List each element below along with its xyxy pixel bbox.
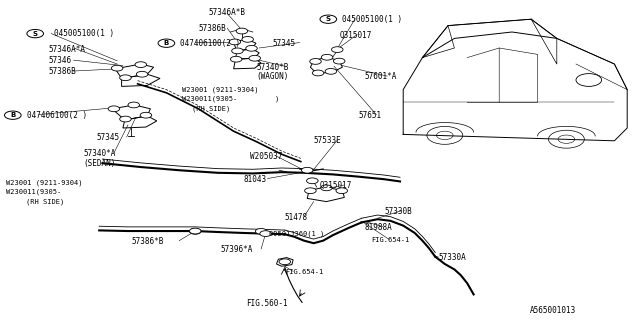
Text: 57386*B: 57386*B <box>131 237 163 246</box>
Circle shape <box>189 228 201 234</box>
Text: S: S <box>33 31 38 36</box>
Circle shape <box>305 188 316 194</box>
Circle shape <box>307 178 318 184</box>
Text: 57601*A: 57601*A <box>365 72 397 81</box>
Circle shape <box>249 55 260 61</box>
Circle shape <box>279 259 291 265</box>
Circle shape <box>255 228 267 234</box>
Text: 57330A: 57330A <box>438 253 466 262</box>
Circle shape <box>229 39 241 45</box>
Circle shape <box>230 56 242 62</box>
Text: (WAGON): (WAGON) <box>256 72 289 81</box>
Text: 57346A*A: 57346A*A <box>48 45 85 54</box>
Text: 57346A*B: 57346A*B <box>209 8 246 17</box>
Text: 57345: 57345 <box>272 39 295 48</box>
Text: (RH SIDE): (RH SIDE) <box>192 106 230 112</box>
Text: 045005100(1 ): 045005100(1 ) <box>54 29 115 38</box>
Circle shape <box>260 231 271 236</box>
Text: 57651: 57651 <box>358 111 381 120</box>
Text: 047406100(2 ): 047406100(2 ) <box>27 111 87 120</box>
Circle shape <box>333 58 345 64</box>
Text: Q315017: Q315017 <box>320 181 353 190</box>
Text: 51478: 51478 <box>285 213 308 222</box>
Text: 09501J360(1 ): 09501J360(1 ) <box>269 230 324 237</box>
Circle shape <box>236 28 248 34</box>
Text: FIG.654-1: FIG.654-1 <box>371 237 410 243</box>
Text: 047406100(2 ): 047406100(2 ) <box>180 39 241 48</box>
Circle shape <box>136 71 148 77</box>
Text: ): ) <box>275 96 280 102</box>
Circle shape <box>312 70 324 76</box>
Text: B: B <box>10 112 15 118</box>
Circle shape <box>246 45 257 51</box>
Text: (RH SIDE): (RH SIDE) <box>26 198 64 205</box>
Text: A565001013: A565001013 <box>530 306 576 315</box>
Text: W230011(9305-: W230011(9305- <box>6 189 61 195</box>
Text: 57340*B: 57340*B <box>256 63 289 72</box>
Circle shape <box>140 112 152 118</box>
Circle shape <box>310 59 321 64</box>
Text: FIG.654-1: FIG.654-1 <box>285 269 323 275</box>
Text: 57340*A: 57340*A <box>83 149 116 158</box>
Text: S: S <box>326 16 331 22</box>
Circle shape <box>242 36 253 42</box>
Text: 57346: 57346 <box>48 56 71 65</box>
Text: 57396*A: 57396*A <box>221 245 253 254</box>
Circle shape <box>325 68 337 74</box>
Text: 57533E: 57533E <box>314 136 341 145</box>
Circle shape <box>108 106 120 112</box>
Text: 57330B: 57330B <box>384 207 412 216</box>
Text: B: B <box>164 40 169 46</box>
Circle shape <box>332 47 343 52</box>
Circle shape <box>189 228 201 234</box>
Text: 81043: 81043 <box>243 175 266 184</box>
Circle shape <box>135 62 147 68</box>
Text: (SEDAN): (SEDAN) <box>83 159 116 168</box>
Text: 045005100(1 ): 045005100(1 ) <box>342 15 403 24</box>
Circle shape <box>232 48 243 54</box>
Circle shape <box>321 54 333 60</box>
Circle shape <box>111 65 123 71</box>
Text: W230011(9305-: W230011(9305- <box>182 96 237 102</box>
Text: W205037: W205037 <box>250 152 282 161</box>
Circle shape <box>301 167 313 173</box>
Text: 81988A: 81988A <box>365 223 392 232</box>
Circle shape <box>120 75 131 81</box>
Text: Q315017: Q315017 <box>339 31 372 40</box>
Circle shape <box>120 116 131 122</box>
Text: 57386B: 57386B <box>198 24 226 33</box>
Text: 57386B: 57386B <box>48 68 76 76</box>
Circle shape <box>321 185 332 191</box>
Text: FIG.560-1: FIG.560-1 <box>246 300 288 308</box>
Circle shape <box>128 102 140 108</box>
Text: 57345: 57345 <box>96 133 119 142</box>
Text: W23001 (9211-9304): W23001 (9211-9304) <box>182 86 259 93</box>
Text: W23001 (9211-9304): W23001 (9211-9304) <box>6 179 83 186</box>
Circle shape <box>336 188 348 194</box>
